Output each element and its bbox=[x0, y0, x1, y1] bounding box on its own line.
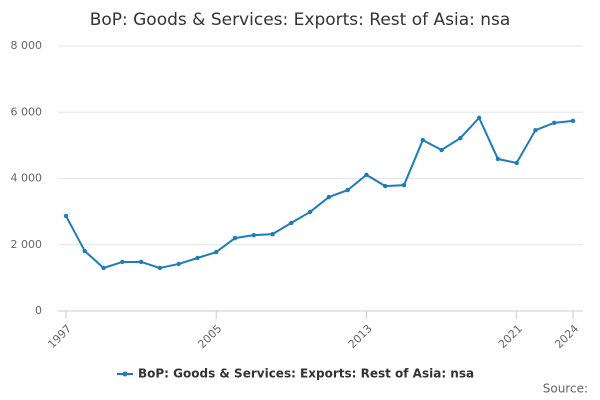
point bbox=[326, 194, 332, 200]
point bbox=[270, 231, 275, 237]
y-tick-label: 8 000 bbox=[11, 39, 43, 52]
point bbox=[214, 249, 219, 255]
y-tick-label: 6 000 bbox=[11, 105, 43, 118]
point bbox=[63, 213, 69, 219]
point bbox=[307, 209, 313, 215]
source: Source: bbox=[543, 382, 588, 396]
point bbox=[383, 183, 388, 189]
y-tick-label: 2 000 bbox=[11, 238, 43, 251]
point bbox=[401, 182, 407, 188]
x-tick-label: 2005 bbox=[195, 322, 224, 351]
point bbox=[345, 187, 350, 193]
point bbox=[514, 160, 519, 166]
point bbox=[157, 265, 163, 271]
x-tick-label: 2013 bbox=[346, 322, 375, 351]
point bbox=[458, 135, 463, 141]
point bbox=[195, 255, 200, 261]
point bbox=[120, 259, 125, 265]
point bbox=[101, 265, 106, 271]
y-tick-label: 4 000 bbox=[11, 172, 43, 185]
point bbox=[251, 232, 256, 238]
x-tick-label: 2024 bbox=[552, 322, 581, 351]
point bbox=[232, 235, 238, 241]
point bbox=[533, 127, 538, 133]
chart-title: BoP: Goods & Services: Exports: Rest of … bbox=[90, 10, 511, 30]
y-tick-label: 0 bbox=[35, 304, 42, 317]
point bbox=[476, 115, 482, 121]
series-line bbox=[65, 116, 574, 270]
x-tick-label: 2021 bbox=[496, 322, 525, 351]
point bbox=[176, 261, 181, 267]
point bbox=[289, 220, 294, 226]
point bbox=[570, 118, 576, 124]
point bbox=[495, 156, 501, 162]
point bbox=[364, 172, 369, 178]
point bbox=[82, 248, 87, 254]
point bbox=[138, 259, 144, 265]
x-tick-label: 1997 bbox=[45, 322, 74, 351]
legend-swatch-dot bbox=[122, 371, 128, 377]
legend-label: BoP: Goods & Services: Exports: Rest of … bbox=[138, 367, 474, 381]
point bbox=[439, 147, 444, 153]
point bbox=[420, 137, 425, 143]
point bbox=[552, 120, 557, 126]
